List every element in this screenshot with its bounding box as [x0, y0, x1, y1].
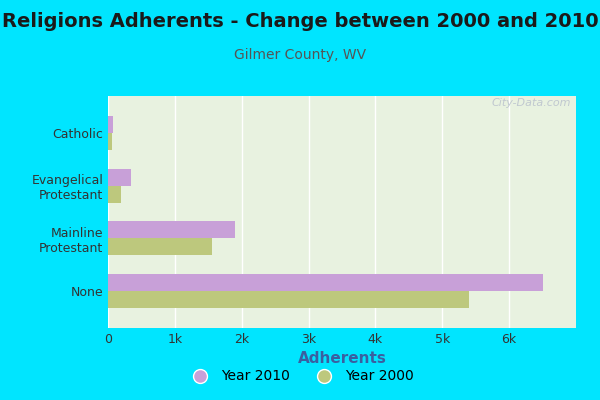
Text: Gilmer County, WV: Gilmer County, WV: [234, 48, 366, 62]
Bar: [108, 291, 469, 308]
Text: City-Data.com: City-Data.com: [492, 98, 571, 108]
Text: Religions Adherents - Change between 2000 and 2010: Religions Adherents - Change between 200…: [2, 12, 598, 31]
Bar: [108, 116, 113, 133]
Bar: [108, 238, 212, 255]
Bar: [108, 222, 235, 238]
X-axis label: Adherents: Adherents: [298, 352, 386, 366]
Bar: [108, 186, 121, 202]
Bar: [108, 133, 112, 150]
Legend: Year 2010, Year 2000: Year 2010, Year 2000: [181, 364, 419, 389]
Bar: [108, 274, 542, 291]
Bar: [108, 169, 131, 186]
